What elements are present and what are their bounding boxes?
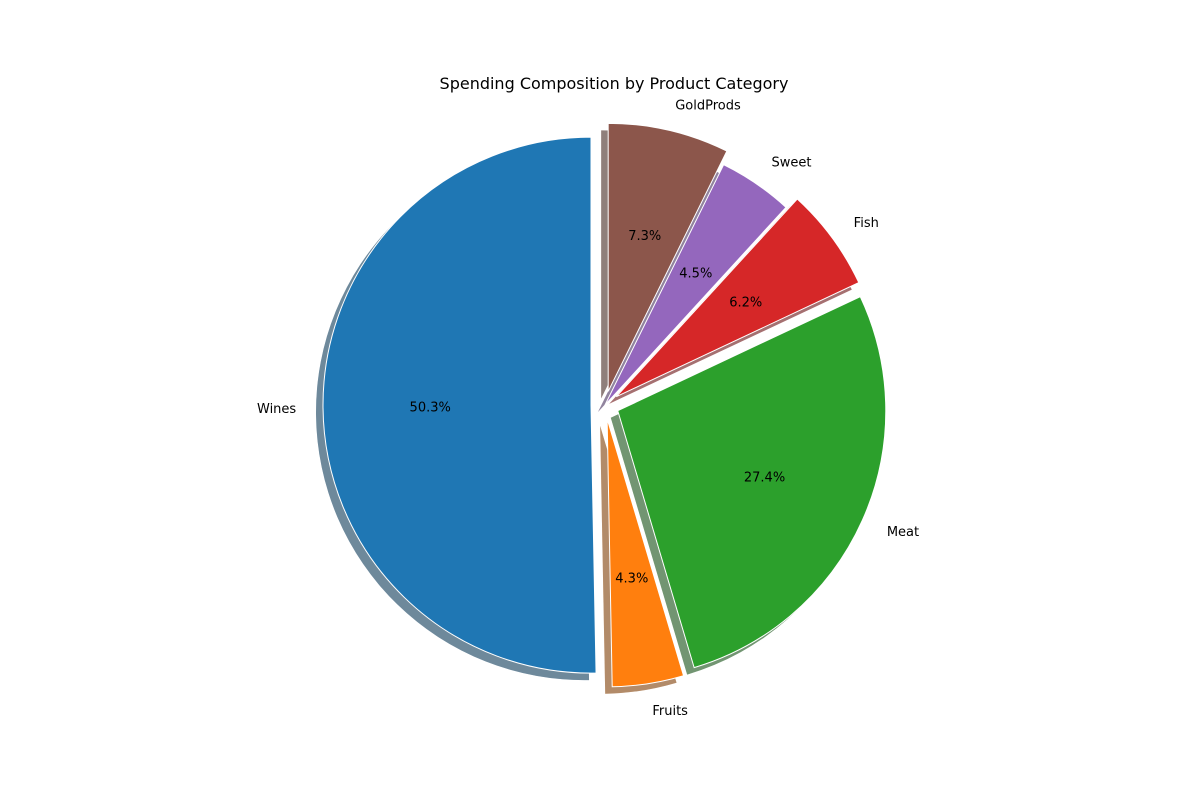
slice-label-meat: Meat bbox=[887, 525, 919, 540]
slice-pct-wines: 50.3% bbox=[410, 401, 451, 416]
slices bbox=[322, 122, 887, 688]
slice-label-sweet: Sweet bbox=[771, 156, 811, 171]
slice-meat bbox=[617, 295, 887, 669]
slice-sweet bbox=[604, 164, 787, 406]
slice-wines bbox=[322, 136, 597, 674]
slice-pct-fish: 6.2% bbox=[729, 295, 762, 310]
chart-title: Spending Composition by Product Category bbox=[440, 74, 789, 93]
slice-label-fruits: Fruits bbox=[652, 704, 688, 719]
slice-goldprods bbox=[607, 122, 728, 392]
slice-labels: Wines 50.3% Fruits 4.3% Meat 27.4% Fish 6.2% Swe… bbox=[257, 98, 919, 719]
slice-pct-sweet: 4.5% bbox=[679, 266, 712, 281]
slice-pct-goldprods: 7.3% bbox=[628, 229, 661, 244]
slice-label-fish: Fish bbox=[854, 216, 879, 231]
slice-fruits bbox=[606, 418, 685, 688]
slice-pct-fruits: 4.3% bbox=[615, 572, 648, 587]
slice-label-wines: Wines bbox=[257, 402, 296, 417]
slice-fish bbox=[615, 198, 860, 398]
slice-pct-meat: 27.4% bbox=[744, 470, 785, 485]
slice-label-goldprods: GoldProds bbox=[675, 98, 741, 113]
